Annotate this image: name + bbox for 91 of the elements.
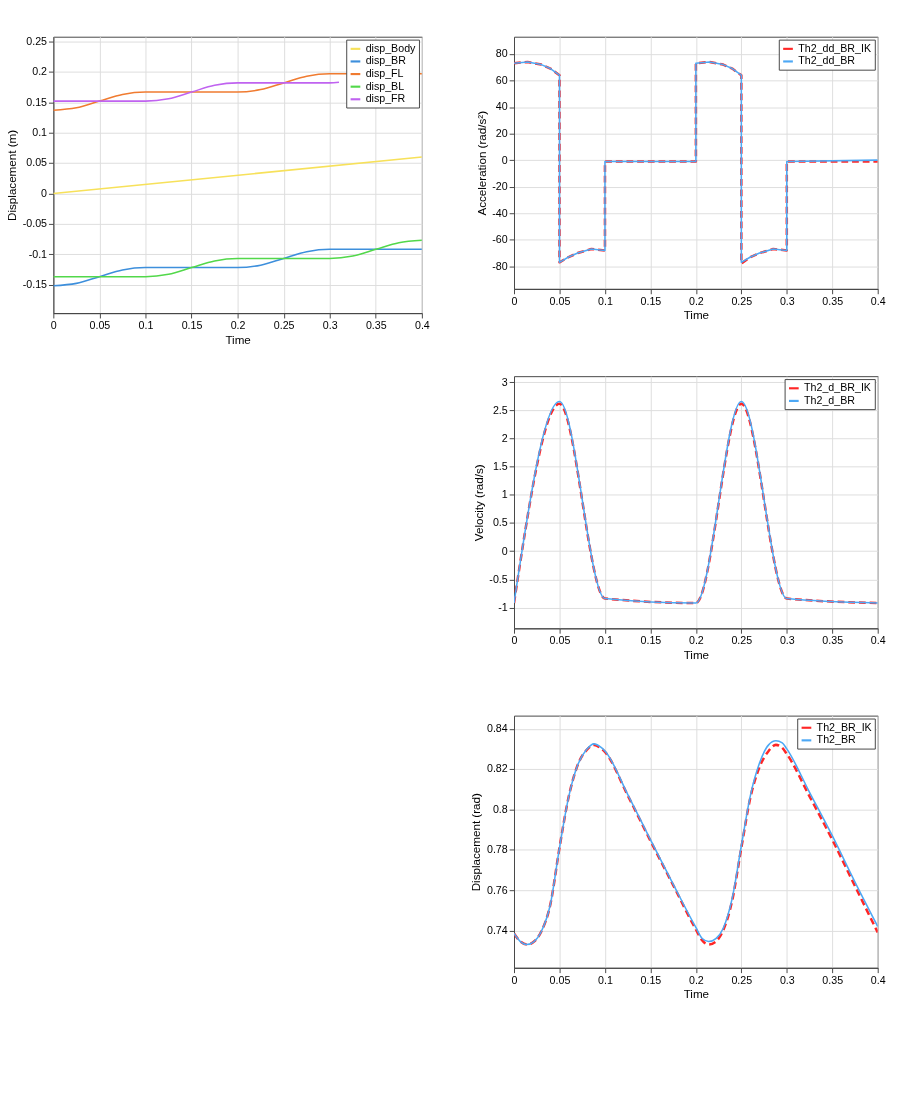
x-tick-label: 0.25 <box>273 319 295 332</box>
x-tick-label: 0.05 <box>549 294 571 307</box>
legend-label: Th2_BR <box>816 733 857 746</box>
legend-label: disp_BL <box>365 79 405 92</box>
legend-label: Th2_d_BR_IK <box>804 381 871 394</box>
x-tick-label: 0.05 <box>549 973 571 986</box>
y-tick-label: -1 <box>498 600 508 613</box>
x-tick-label: 0.1 <box>598 973 613 986</box>
x-tick-label: 0.1 <box>138 319 154 332</box>
x-tick-label: 0.4 <box>870 294 886 307</box>
x-tick-label: 0.2 <box>688 973 704 986</box>
y-axis-title: Displacement (rad) <box>469 792 483 892</box>
legend-label: disp_FR <box>365 92 406 105</box>
x-tick-label: 0.4 <box>870 973 886 986</box>
y-tick-label: 1 <box>501 488 508 501</box>
legend-label: disp_FL <box>365 66 404 79</box>
x-tick-label: 0.3 <box>322 319 338 332</box>
x-tick-label: 0 <box>511 634 518 647</box>
y-tick-label: 0.1 <box>32 126 48 139</box>
x-tick-label: 0.4 <box>414 319 430 332</box>
y-axis-title: Velocity (rad/s) <box>471 464 485 542</box>
x-tick-label: 0.2 <box>688 294 704 307</box>
y-tick-label: 0.2 <box>32 65 48 78</box>
y-tick-label: 0 <box>501 153 508 166</box>
y-tick-label: 0.82 <box>486 762 508 775</box>
x-tick-label: 0.35 <box>822 973 844 986</box>
y-tick-label: -20 <box>492 180 508 193</box>
y-tick-label: -0.5 <box>489 572 508 585</box>
y-tick-label: 0 <box>501 544 508 557</box>
line-series <box>53 81 340 102</box>
y-tick-label: -40 <box>492 206 508 219</box>
x-tick-label: 0.3 <box>779 634 795 647</box>
legend-label: disp_BR <box>365 54 407 67</box>
x-tick-label: 0.05 <box>549 634 571 647</box>
x-tick-label: 0.15 <box>640 634 662 647</box>
x-tick-label: 0.25 <box>731 973 753 986</box>
y-tick-label: 60 <box>495 73 508 86</box>
x-tick-label: 0 <box>511 973 518 986</box>
line-series <box>53 248 422 287</box>
y-axis-title: Acceleration (rad/s²) <box>474 110 488 216</box>
x-axis-title: Time <box>225 332 251 346</box>
legend-label: Th2_dd_BR <box>798 54 856 67</box>
x-axis-title: Time <box>683 308 710 322</box>
y-tick-label: 0.05 <box>26 156 48 169</box>
y-tick-label: 40 <box>495 100 508 113</box>
x-tick-label: 0.35 <box>822 634 844 647</box>
x-tick-label: 0.4 <box>870 634 886 647</box>
y-tick-label: -80 <box>492 259 508 272</box>
x-tick-label: 0.2 <box>688 634 704 647</box>
y-tick-label: 0.15 <box>26 95 48 108</box>
x-tick-label: 0.2 <box>230 319 246 332</box>
y-tick-label: -60 <box>492 233 508 246</box>
y-tick-label: 0.8 <box>492 802 508 815</box>
x-tick-label: 0.15 <box>640 294 662 307</box>
x-tick-label: 0.35 <box>365 319 387 332</box>
y-tick-label: 0.5 <box>492 516 508 529</box>
y-tick-label: 20 <box>495 127 508 139</box>
y-tick-label: 0.74 <box>486 923 508 936</box>
y-tick-label: 0.84 <box>486 722 508 735</box>
x-tick-label: 0 <box>511 294 518 307</box>
legend-label: Th2_BR_IK <box>816 720 872 733</box>
y-tick-label: 0.78 <box>486 843 508 856</box>
y-tick-label: 0.76 <box>486 883 508 896</box>
legend-label: disp_Body <box>365 41 417 54</box>
x-tick-label: 0 <box>50 319 57 332</box>
y-tick-label: 1.5 <box>492 460 508 473</box>
x-axis-title: Time <box>683 987 710 1001</box>
y-tick-label: 2 <box>501 432 508 445</box>
x-tick-label: 0.1 <box>598 634 613 647</box>
line-series <box>53 239 422 278</box>
x-tick-label: 0.25 <box>731 634 753 647</box>
y-tick-label: 0 <box>41 186 48 199</box>
x-tick-label: 0.15 <box>181 319 203 332</box>
y-tick-label: 80 <box>495 47 508 60</box>
x-tick-label: 0.3 <box>779 294 795 307</box>
legend-label: Th2_dd_BR_IK <box>798 41 872 54</box>
y-tick-label: -0.1 <box>28 247 48 260</box>
y-axis-title: Displacement (m) <box>4 129 18 221</box>
y-tick-label: 3 <box>501 375 508 388</box>
x-tick-label: 0.35 <box>822 294 844 307</box>
x-axis-title: Time <box>683 647 710 661</box>
y-tick-label: -0.05 <box>22 217 48 230</box>
x-tick-label: 0.15 <box>640 973 662 986</box>
x-tick-label: 0.05 <box>89 319 111 332</box>
legend-label: Th2_d_BR <box>804 393 856 406</box>
y-tick-label: 2.5 <box>492 403 508 416</box>
x-tick-label: 0.1 <box>598 294 613 307</box>
x-tick-label: 0.3 <box>779 973 795 986</box>
y-tick-label: 0.25 <box>26 34 48 47</box>
y-tick-label: -0.15 <box>22 277 48 290</box>
x-tick-label: 0.25 <box>731 294 753 307</box>
